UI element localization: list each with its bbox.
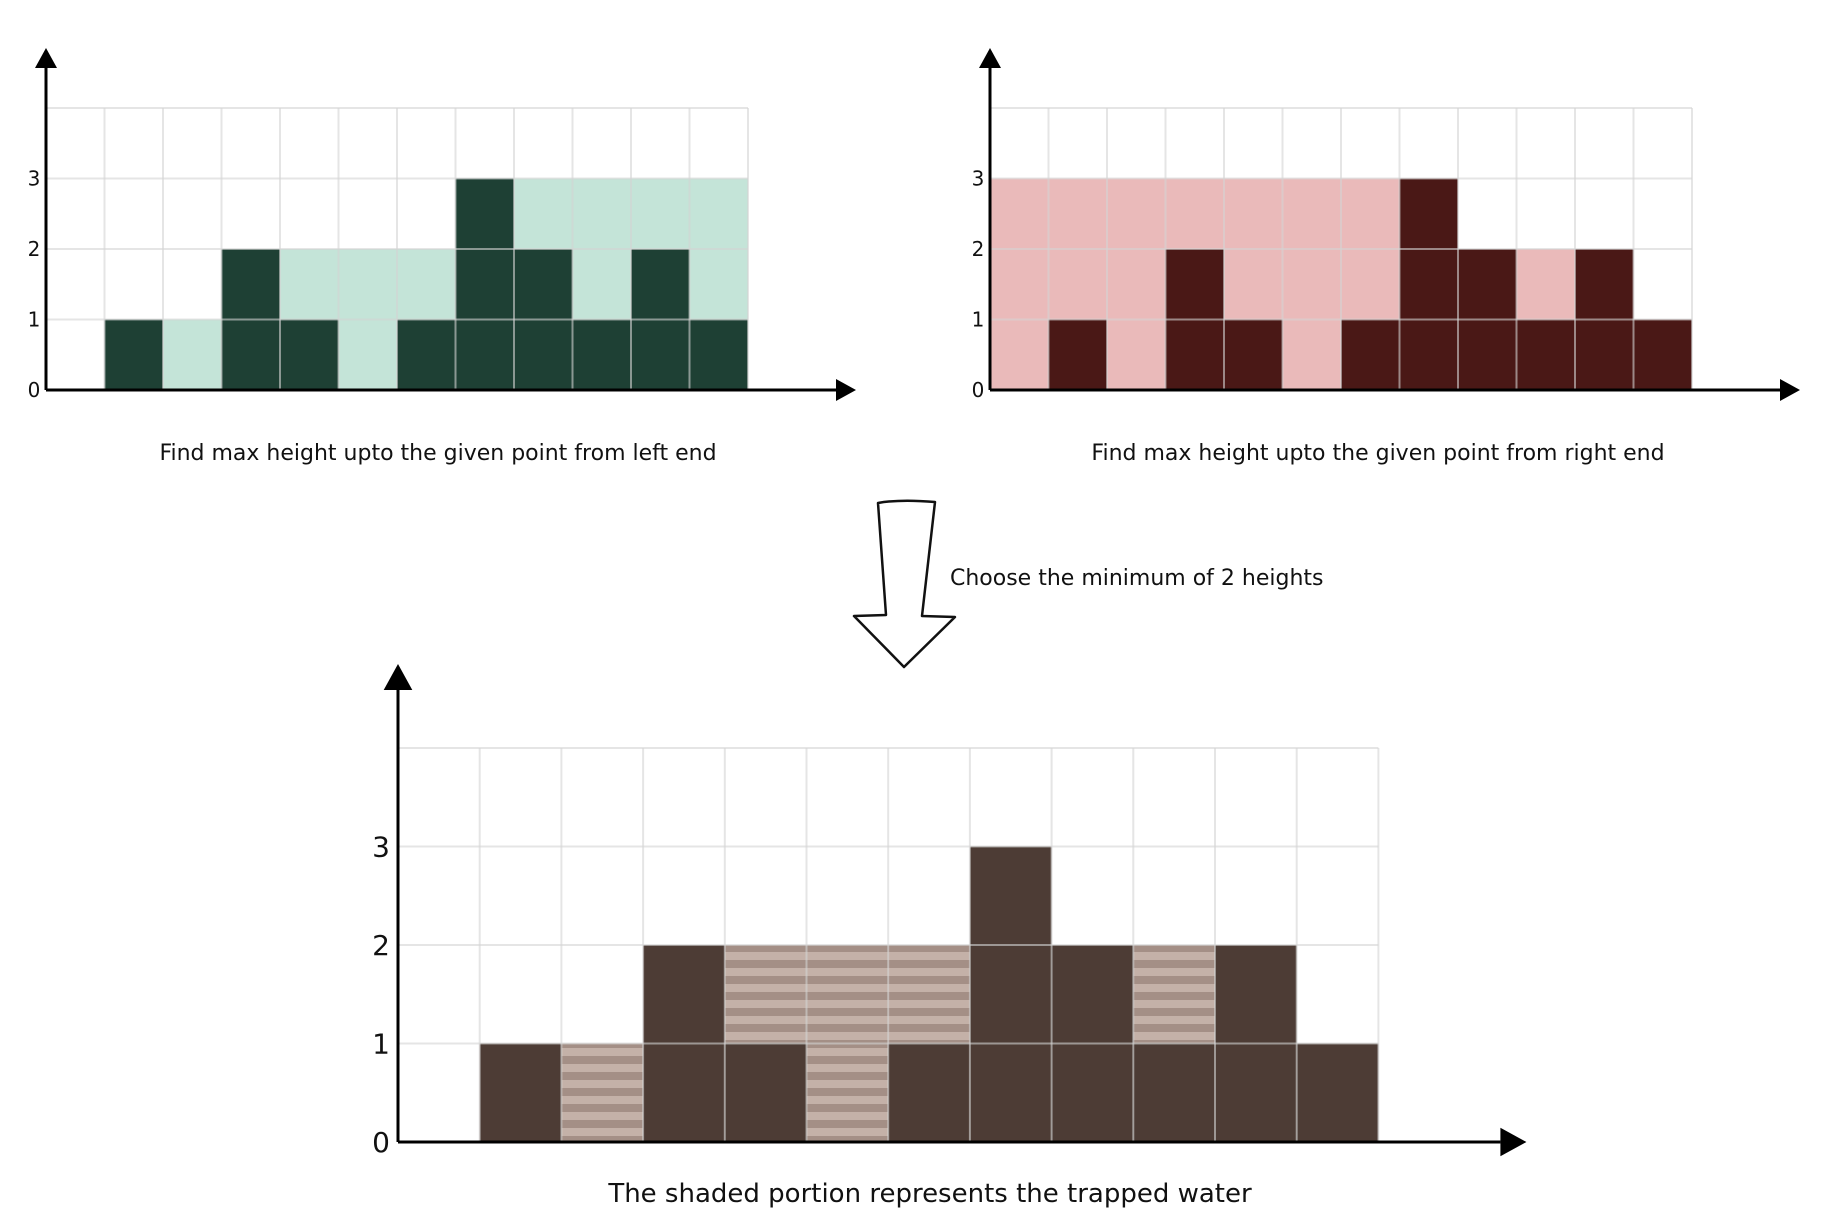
right-max-fill-5	[1282, 178, 1341, 390]
result-y-tick-0: 0	[372, 1126, 390, 1159]
result-bar-1	[479, 1043, 562, 1142]
right-max-axes	[979, 48, 1800, 401]
result-bar-11	[1296, 1043, 1379, 1142]
result-water-4	[724, 945, 807, 1044]
result-chart: 0 1 2 3 The shaded portion represents the t…	[372, 664, 1527, 1209]
right-max-y-tick-0: 0	[972, 378, 985, 402]
right-max-y-tick-1: 1	[972, 308, 985, 332]
right-max-bar-4	[1224, 319, 1283, 390]
result-water-2	[561, 1043, 644, 1142]
result-axes	[383, 664, 1527, 1157]
result-bar-6	[888, 1043, 970, 1142]
left-max-axes	[35, 48, 856, 401]
left-max-bar-7	[455, 178, 514, 390]
right-max-bar-1	[1048, 319, 1107, 390]
left-max-chart: 0 1 2 3 Find max height upto the given poin…	[28, 48, 856, 466]
result-y-arrow-icon	[383, 664, 413, 690]
result-bar-4	[724, 1043, 807, 1142]
right-max-grid	[989, 107, 1693, 390]
result-grid	[397, 747, 1380, 1142]
right-max-y-arrow-icon	[979, 48, 1001, 68]
left-max-x-arrow-icon	[836, 379, 856, 401]
right-max-ticks: 0 1 2 3	[972, 167, 985, 403]
right-max-x-arrow-icon	[1780, 379, 1800, 401]
left-max-y-tick-2: 2	[28, 237, 41, 261]
step-label: Choose the minimum of 2 heights	[950, 566, 1323, 591]
left-max-y-tick-0: 0	[28, 378, 41, 402]
right-max-y-tick-3: 3	[972, 167, 985, 191]
result-y-tick-1: 1	[372, 1028, 390, 1061]
right-max-chart: 0 1 2 3 Find max height upto the given poin…	[972, 48, 1800, 466]
result-y-tick-2: 2	[372, 929, 390, 962]
result-water-9	[1133, 945, 1215, 1044]
down-arrow-icon	[852, 499, 957, 669]
left-max-bar-11	[689, 319, 748, 390]
right-max-bar-11	[1633, 319, 1692, 390]
right-max-bar-9	[1516, 319, 1575, 390]
left-max-y-tick-1: 1	[28, 308, 41, 332]
right-max-fill-2	[1107, 178, 1166, 390]
result-ticks: 0 1 2 3	[372, 831, 390, 1159]
left-max-y-arrow-icon	[35, 48, 57, 68]
left-max-ticks: 0 1 2 3	[28, 167, 41, 403]
left-max-bar-9	[572, 319, 631, 390]
right-max-bar-6	[1341, 319, 1400, 390]
result-bar-7	[969, 846, 1052, 1142]
left-max-bar-6	[397, 319, 456, 390]
right-max-bar-7	[1399, 178, 1458, 390]
right-max-caption: Find max height upto the given point fro…	[1091, 441, 1664, 466]
left-max-bar-4	[280, 319, 339, 390]
left-max-y-tick-3: 3	[28, 167, 41, 191]
result-y-tick-3: 3	[372, 831, 390, 864]
left-max-fill-2	[163, 319, 222, 390]
result-x-arrow-icon	[1500, 1127, 1527, 1157]
left-max-caption: Find max height upto the given point fro…	[159, 441, 716, 466]
right-max-fill-0	[990, 178, 1049, 390]
result-caption: The shaded portion represents the trappe…	[607, 1179, 1252, 1209]
step-arrow: Choose the minimum of 2 heights	[852, 499, 1323, 669]
result-water-6	[888, 945, 970, 1044]
result-bar-9	[1133, 1043, 1215, 1142]
left-max-bar-1	[104, 319, 163, 390]
right-max-y-tick-2: 2	[972, 237, 985, 261]
